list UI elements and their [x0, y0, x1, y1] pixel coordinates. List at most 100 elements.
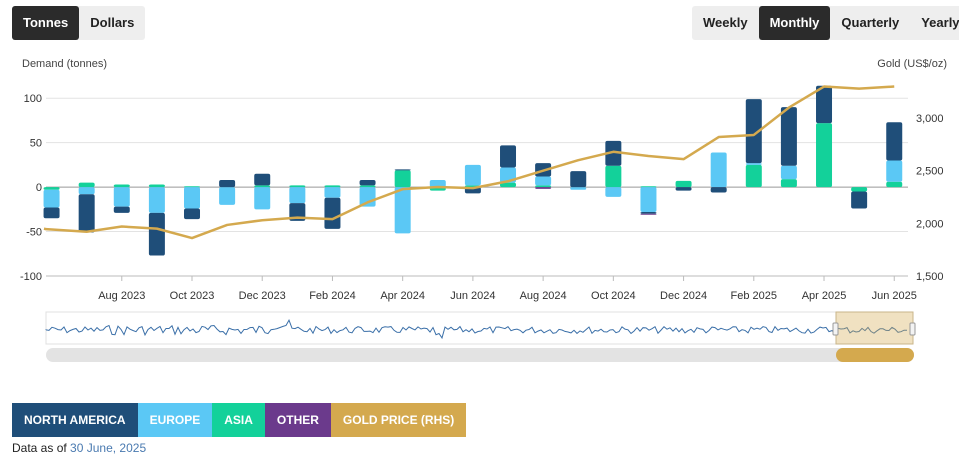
x-tick-label: Apr 2025 [802, 290, 847, 302]
bar-north-america [710, 187, 727, 193]
bar-north-america [113, 206, 130, 213]
bar-north-america [745, 99, 762, 164]
bar-asia [78, 182, 95, 188]
bar-asia [394, 170, 411, 188]
unit-toggle: Tonnes Dollars [12, 6, 146, 40]
bar-asia [675, 180, 692, 188]
bar-asia [254, 185, 271, 188]
bar-europe [394, 187, 411, 234]
y2-tick-label: 2,000 [916, 218, 944, 230]
x-tick-label: Jun 2025 [872, 290, 917, 302]
bar-other [535, 187, 552, 189]
x-tick-label: Oct 2024 [591, 290, 636, 302]
tonnes-button[interactable]: Tonnes [12, 6, 80, 40]
navigator-frame [45, 311, 914, 345]
y-tick-label: -100 [20, 271, 42, 283]
bar-asia [289, 185, 306, 188]
bar-europe [535, 176, 552, 186]
bar-europe [605, 187, 622, 197]
bar-asia [745, 164, 762, 188]
bar-north-america [254, 173, 271, 186]
bar-europe [324, 187, 341, 198]
y-tick-label: 50 [30, 138, 42, 150]
legend: NORTH AMERICA EUROPE ASIA OTHER GOLD PRI… [12, 403, 467, 437]
bar-north-america [780, 107, 797, 166]
bar-asia [148, 184, 165, 188]
bar-europe [289, 187, 306, 204]
bar-asia [886, 181, 903, 188]
bar-asia [816, 123, 833, 188]
data-as-of-label: Data as of [12, 441, 67, 455]
y-tick-label: -50 [26, 227, 42, 239]
data-as-of-date: 30 June, 2025 [70, 441, 147, 455]
legend-item-gold-price[interactable]: GOLD PRICE (RHS) [330, 403, 467, 437]
bar-north-america [570, 171, 587, 188]
navigator-selected-range [835, 311, 914, 345]
y-axis-left-title: Demand (tonnes) [22, 58, 107, 70]
legend-item-other[interactable]: OTHER [264, 403, 331, 437]
bar-north-america [219, 180, 236, 188]
dollars-button[interactable]: Dollars [90, 15, 135, 30]
bar-europe [464, 164, 481, 186]
gold-demand-chart: -100 -50 0 50 100 1,500 2,000 2,500 3,000 Aug 202… [20, 85, 944, 362]
bar-north-america [289, 203, 306, 221]
navigator-series [45, 319, 907, 340]
bar-europe [429, 180, 446, 188]
bar-north-america [500, 145, 517, 168]
bar-asia [780, 179, 797, 188]
bar-asia [184, 186, 201, 188]
legend-item-asia[interactable]: ASIA [212, 403, 265, 437]
bar-europe [219, 187, 236, 205]
x-tick-label: Aug 2024 [520, 290, 567, 302]
bar-north-america [816, 85, 833, 124]
yearly-button[interactable]: Yearly [921, 15, 959, 30]
navigator-scrollbar-thumb [836, 348, 914, 362]
monthly-button[interactable]: Monthly [758, 6, 831, 40]
bar-asia [500, 182, 517, 188]
bar-asia [640, 186, 657, 188]
y-tick-label: 0 [36, 182, 42, 194]
y-axis-right-title: Gold (US$/oz) [877, 58, 947, 70]
bar-north-america [78, 194, 95, 233]
y2-tick-label: 2,500 [916, 166, 944, 178]
bar-north-america [324, 197, 341, 229]
gold-price-line [43, 85, 895, 240]
period-toggle: Weekly Monthly Quarterly Yearly [692, 6, 959, 40]
quarterly-button[interactable]: Quarterly [841, 15, 900, 30]
y-tick-label: 100 [24, 93, 42, 105]
x-tick-label: Aug 2023 [98, 290, 145, 302]
bar-europe [113, 187, 130, 207]
bar-europe [43, 189, 60, 208]
legend-item-europe[interactable]: EUROPE [137, 403, 213, 437]
x-tick-label: Feb 2024 [309, 290, 355, 302]
bar-asia [113, 184, 130, 188]
bar-north-america [43, 207, 60, 219]
bar-north-america [886, 122, 903, 161]
legend-item-north-america[interactable]: NORTH AMERICA [12, 403, 138, 437]
bar-north-america [184, 208, 201, 220]
bar-asia [359, 185, 376, 188]
navigator-handle-right [909, 322, 916, 336]
bar-europe [570, 187, 587, 190]
bar-europe [148, 187, 165, 213]
bar-asia [324, 185, 341, 188]
x-tick-label: Jun 2024 [450, 290, 495, 302]
bar-north-america [148, 212, 165, 256]
bar-europe [78, 187, 95, 195]
bar-north-america [851, 191, 868, 209]
navigator-scrollbar-track [46, 348, 914, 362]
x-tick-label: Apr 2024 [380, 290, 425, 302]
bar-europe [710, 152, 727, 188]
bar-europe [780, 165, 797, 180]
bar-europe [886, 160, 903, 182]
x-tick-label: Dec 2024 [660, 290, 707, 302]
bar-other [640, 213, 657, 215]
bar-europe [254, 187, 271, 210]
bar-north-america [675, 187, 692, 191]
data-as-of: Data as of 30 June, 2025 [12, 441, 146, 455]
bar-asia [43, 187, 60, 190]
weekly-button[interactable]: Weekly [703, 15, 748, 30]
y2-tick-label: 1,500 [916, 271, 944, 283]
y2-tick-label: 3,000 [916, 113, 944, 125]
bar-asia [535, 185, 552, 188]
